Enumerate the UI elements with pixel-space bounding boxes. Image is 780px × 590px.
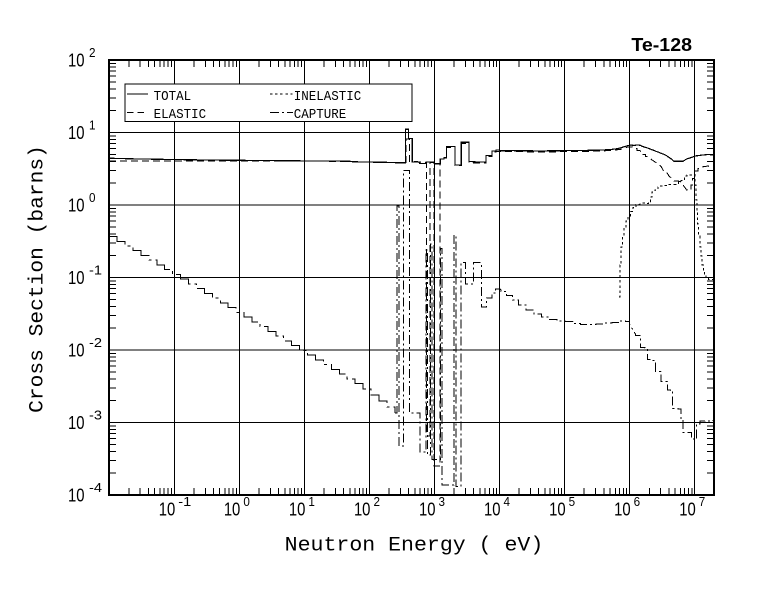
svg-text:10: 10	[289, 500, 306, 520]
svg-text:6: 6	[634, 494, 641, 509]
svg-text:2: 2	[373, 494, 380, 509]
svg-text:10: 10	[68, 195, 85, 215]
svg-text:-3: -3	[89, 408, 102, 423]
svg-text:7: 7	[699, 494, 706, 509]
svg-text:10: 10	[679, 500, 696, 520]
svg-text:1: 1	[89, 118, 96, 133]
svg-text:10: 10	[549, 500, 566, 520]
svg-text:10: 10	[224, 500, 241, 520]
svg-text:5: 5	[569, 494, 576, 509]
svg-text:10: 10	[354, 500, 371, 520]
svg-text:CAPTURE: CAPTURE	[294, 107, 347, 123]
svg-text:10: 10	[68, 413, 85, 433]
svg-text:Neutron Energy ( eV): Neutron Energy ( eV)	[285, 535, 544, 558]
svg-text:10: 10	[68, 123, 85, 143]
svg-text:-4: -4	[89, 480, 102, 495]
svg-text:10: 10	[419, 500, 436, 520]
svg-text:TOTAL: TOTAL	[154, 89, 192, 105]
svg-text:2: 2	[89, 45, 96, 60]
svg-text:10: 10	[159, 500, 176, 520]
svg-text:10: 10	[484, 500, 501, 520]
svg-text:INELASTIC: INELASTIC	[294, 89, 362, 105]
svg-text:1: 1	[308, 494, 315, 509]
svg-text:Cross Section (barns): Cross Section (barns)	[27, 145, 50, 413]
svg-text:10: 10	[68, 340, 85, 360]
svg-text:0: 0	[243, 494, 250, 509]
svg-text:0: 0	[89, 190, 96, 205]
svg-text:3: 3	[439, 494, 446, 509]
svg-text:4: 4	[504, 494, 511, 509]
svg-text:-2: -2	[89, 335, 102, 350]
svg-text:Te-128: Te-128	[631, 35, 692, 55]
svg-text:10: 10	[68, 485, 85, 505]
svg-text:-1: -1	[178, 494, 191, 509]
svg-text:-1: -1	[89, 263, 102, 278]
svg-text:10: 10	[68, 268, 85, 288]
svg-text:ELASTIC: ELASTIC	[154, 107, 207, 123]
svg-text:10: 10	[614, 500, 631, 520]
svg-text:10: 10	[68, 50, 85, 70]
